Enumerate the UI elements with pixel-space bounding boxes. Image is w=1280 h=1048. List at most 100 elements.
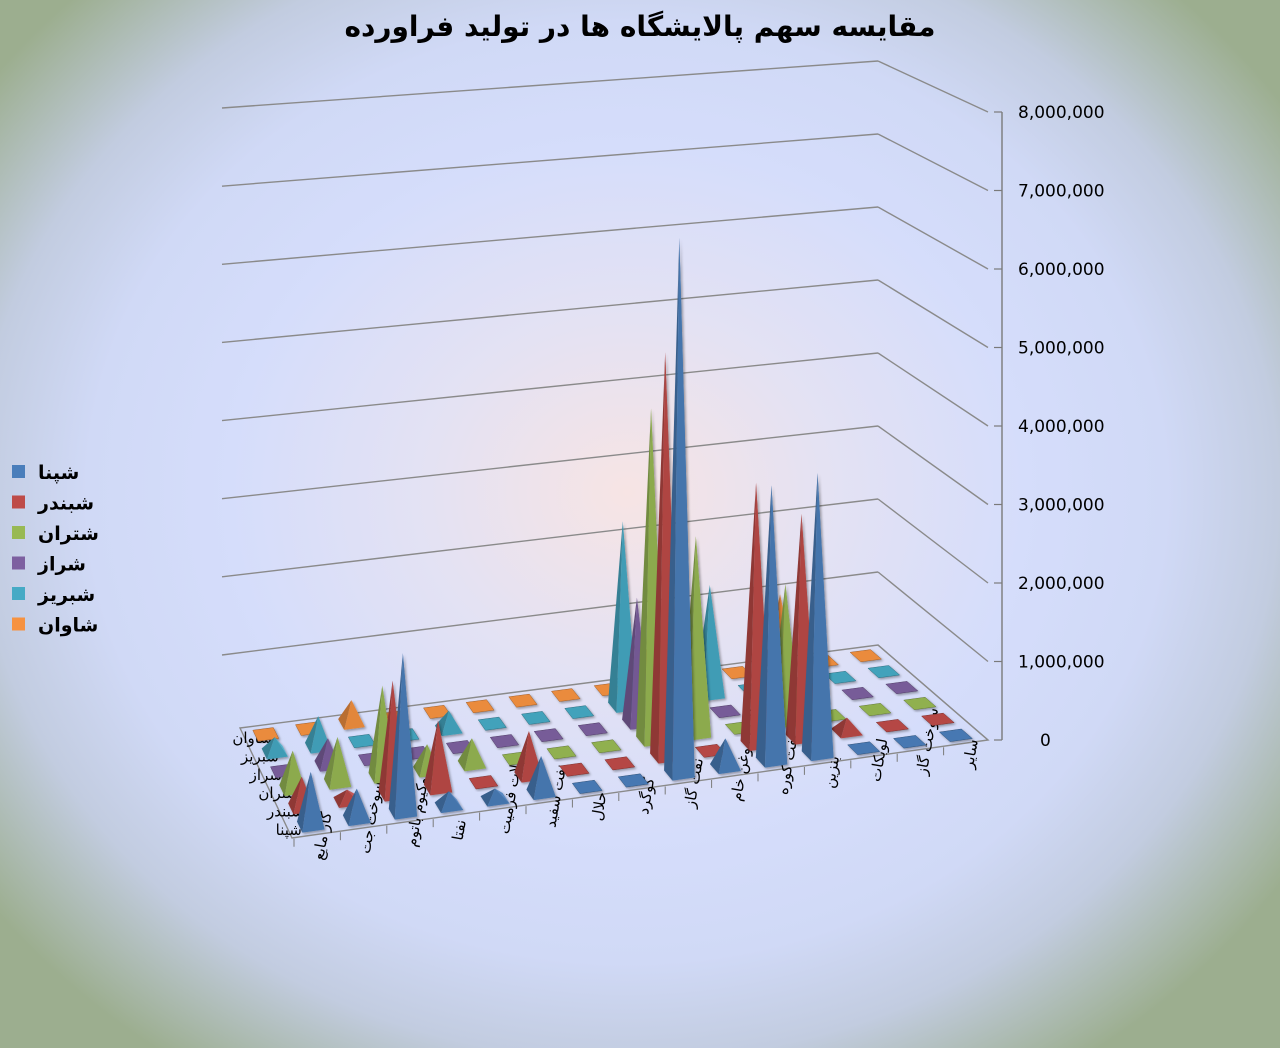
gridline-back (221, 498, 879, 578)
pyramid-base (709, 704, 741, 719)
pyramid-mark (892, 735, 927, 749)
pyramid-base (885, 681, 919, 695)
category-tick-label: نفتا (449, 818, 470, 842)
pyramid-face-left (378, 680, 393, 802)
pyramid-face-left (650, 352, 666, 764)
value-tick-label: 3,000,000 (1018, 496, 1105, 516)
legend-item: شپنا (12, 462, 79, 484)
legend-item: شراز (12, 554, 86, 576)
pyramid-face-front (329, 737, 352, 790)
value-tick-label: 4,000,000 (1018, 417, 1105, 437)
pyramid-face-front (266, 737, 288, 760)
pyramid-mark (903, 696, 937, 710)
gridline-back (221, 60, 879, 109)
pyramid-mark (480, 788, 510, 807)
pyramid-mark (546, 745, 577, 760)
pyramid-face-front (430, 720, 453, 796)
legend-swatch (12, 556, 25, 570)
pyramid-mark (709, 704, 741, 719)
pyramid-base (938, 728, 973, 742)
pyramid-base (903, 696, 937, 710)
pyramid-mark (508, 693, 538, 708)
pyramid-base (867, 665, 901, 679)
value-tick-label: 2,000,000 (1018, 574, 1105, 594)
pyramid-mark (323, 737, 352, 790)
value-tick-label: 6,000,000 (1018, 260, 1105, 280)
legend-label: شپنا (38, 462, 79, 484)
pyramid-face-left (636, 408, 652, 747)
pyramid-mark (347, 734, 376, 749)
pyramid-mark (338, 700, 365, 730)
pyramid-mark (457, 738, 487, 772)
pyramid-mark (477, 716, 507, 731)
pyramid-face-left (333, 789, 348, 809)
pyramid-mark (468, 775, 499, 790)
pyramid-base (591, 739, 622, 754)
pyramid-mark (920, 712, 955, 726)
gridline-back (221, 206, 879, 265)
pyramid-base (577, 722, 608, 737)
pyramid-mark (755, 485, 788, 768)
pyramid-base (533, 728, 564, 743)
value-tick-label: 7,000,000 (1018, 182, 1105, 202)
legend-swatch (12, 465, 25, 478)
pyramid-base (858, 703, 892, 717)
pyramid-mark (423, 720, 453, 796)
pyramid-mark (388, 653, 418, 820)
pyramid-face-front (718, 738, 741, 775)
gridline-side (877, 133, 989, 192)
value-tick-label: 5,000,000 (1018, 339, 1105, 359)
pyramid-mark (709, 738, 741, 775)
pyramid-base (521, 711, 551, 725)
value-tick-label: 8,000,000 (1018, 103, 1105, 123)
pyramid-mark (465, 699, 495, 714)
legend-label: شتران (38, 523, 99, 545)
pyramid-base (465, 699, 495, 714)
gridline-side (877, 60, 989, 113)
legend-swatch (12, 495, 25, 509)
pyramid-face-front (765, 485, 788, 768)
pyramid-base (604, 756, 636, 771)
pyramid-mark (559, 762, 590, 777)
pyramid-face-front (348, 788, 371, 827)
legend-label: شبریز (37, 584, 95, 606)
gridline-side (877, 571, 989, 663)
pyramid-face-left (755, 485, 772, 768)
pyramid-face-left (457, 738, 472, 772)
pyramid-face-left (801, 473, 818, 762)
gridline-back (221, 352, 879, 422)
gridline-side (877, 352, 989, 427)
pyramid-base (347, 734, 376, 749)
pyramid-face-left (338, 700, 352, 730)
pyramid-base (849, 649, 883, 663)
pyramid-face-left (785, 513, 802, 745)
legend: شپنا شبندر شتران شراز شبریز شاوان (12, 462, 99, 637)
legend-item: شبریز (12, 584, 95, 606)
pyramid-face-left (279, 750, 293, 797)
pyramid-face-left (740, 482, 757, 752)
pyramid-face-left (296, 771, 311, 833)
pyramid-mark (841, 687, 875, 701)
pyramid-base (841, 687, 875, 701)
pyramid-face-left (622, 597, 637, 730)
pyramid-face-front (302, 771, 325, 833)
gridline-side (877, 498, 989, 584)
pyramid-mark (591, 739, 622, 754)
gridline-back (221, 425, 879, 500)
legend-label: شاوان (38, 615, 98, 637)
pyramid-mark (550, 688, 581, 702)
pyramid-face-left (664, 237, 680, 781)
category-tick-label: بنزین (820, 754, 843, 789)
pyramid-mark (847, 741, 881, 755)
pyramid-face-front (464, 738, 487, 772)
pyramid-mark (867, 665, 901, 679)
pyramid-mark (824, 670, 857, 684)
pyramid-face-left (413, 744, 428, 778)
pyramid-base (546, 745, 577, 760)
pyramid-face-left (423, 720, 439, 796)
pyramid-base (550, 688, 581, 702)
pyramid-face-left (709, 738, 726, 775)
pyramid-mark (526, 755, 556, 801)
pyramid-face-front (703, 584, 725, 702)
pyramid-face-left (480, 788, 496, 807)
